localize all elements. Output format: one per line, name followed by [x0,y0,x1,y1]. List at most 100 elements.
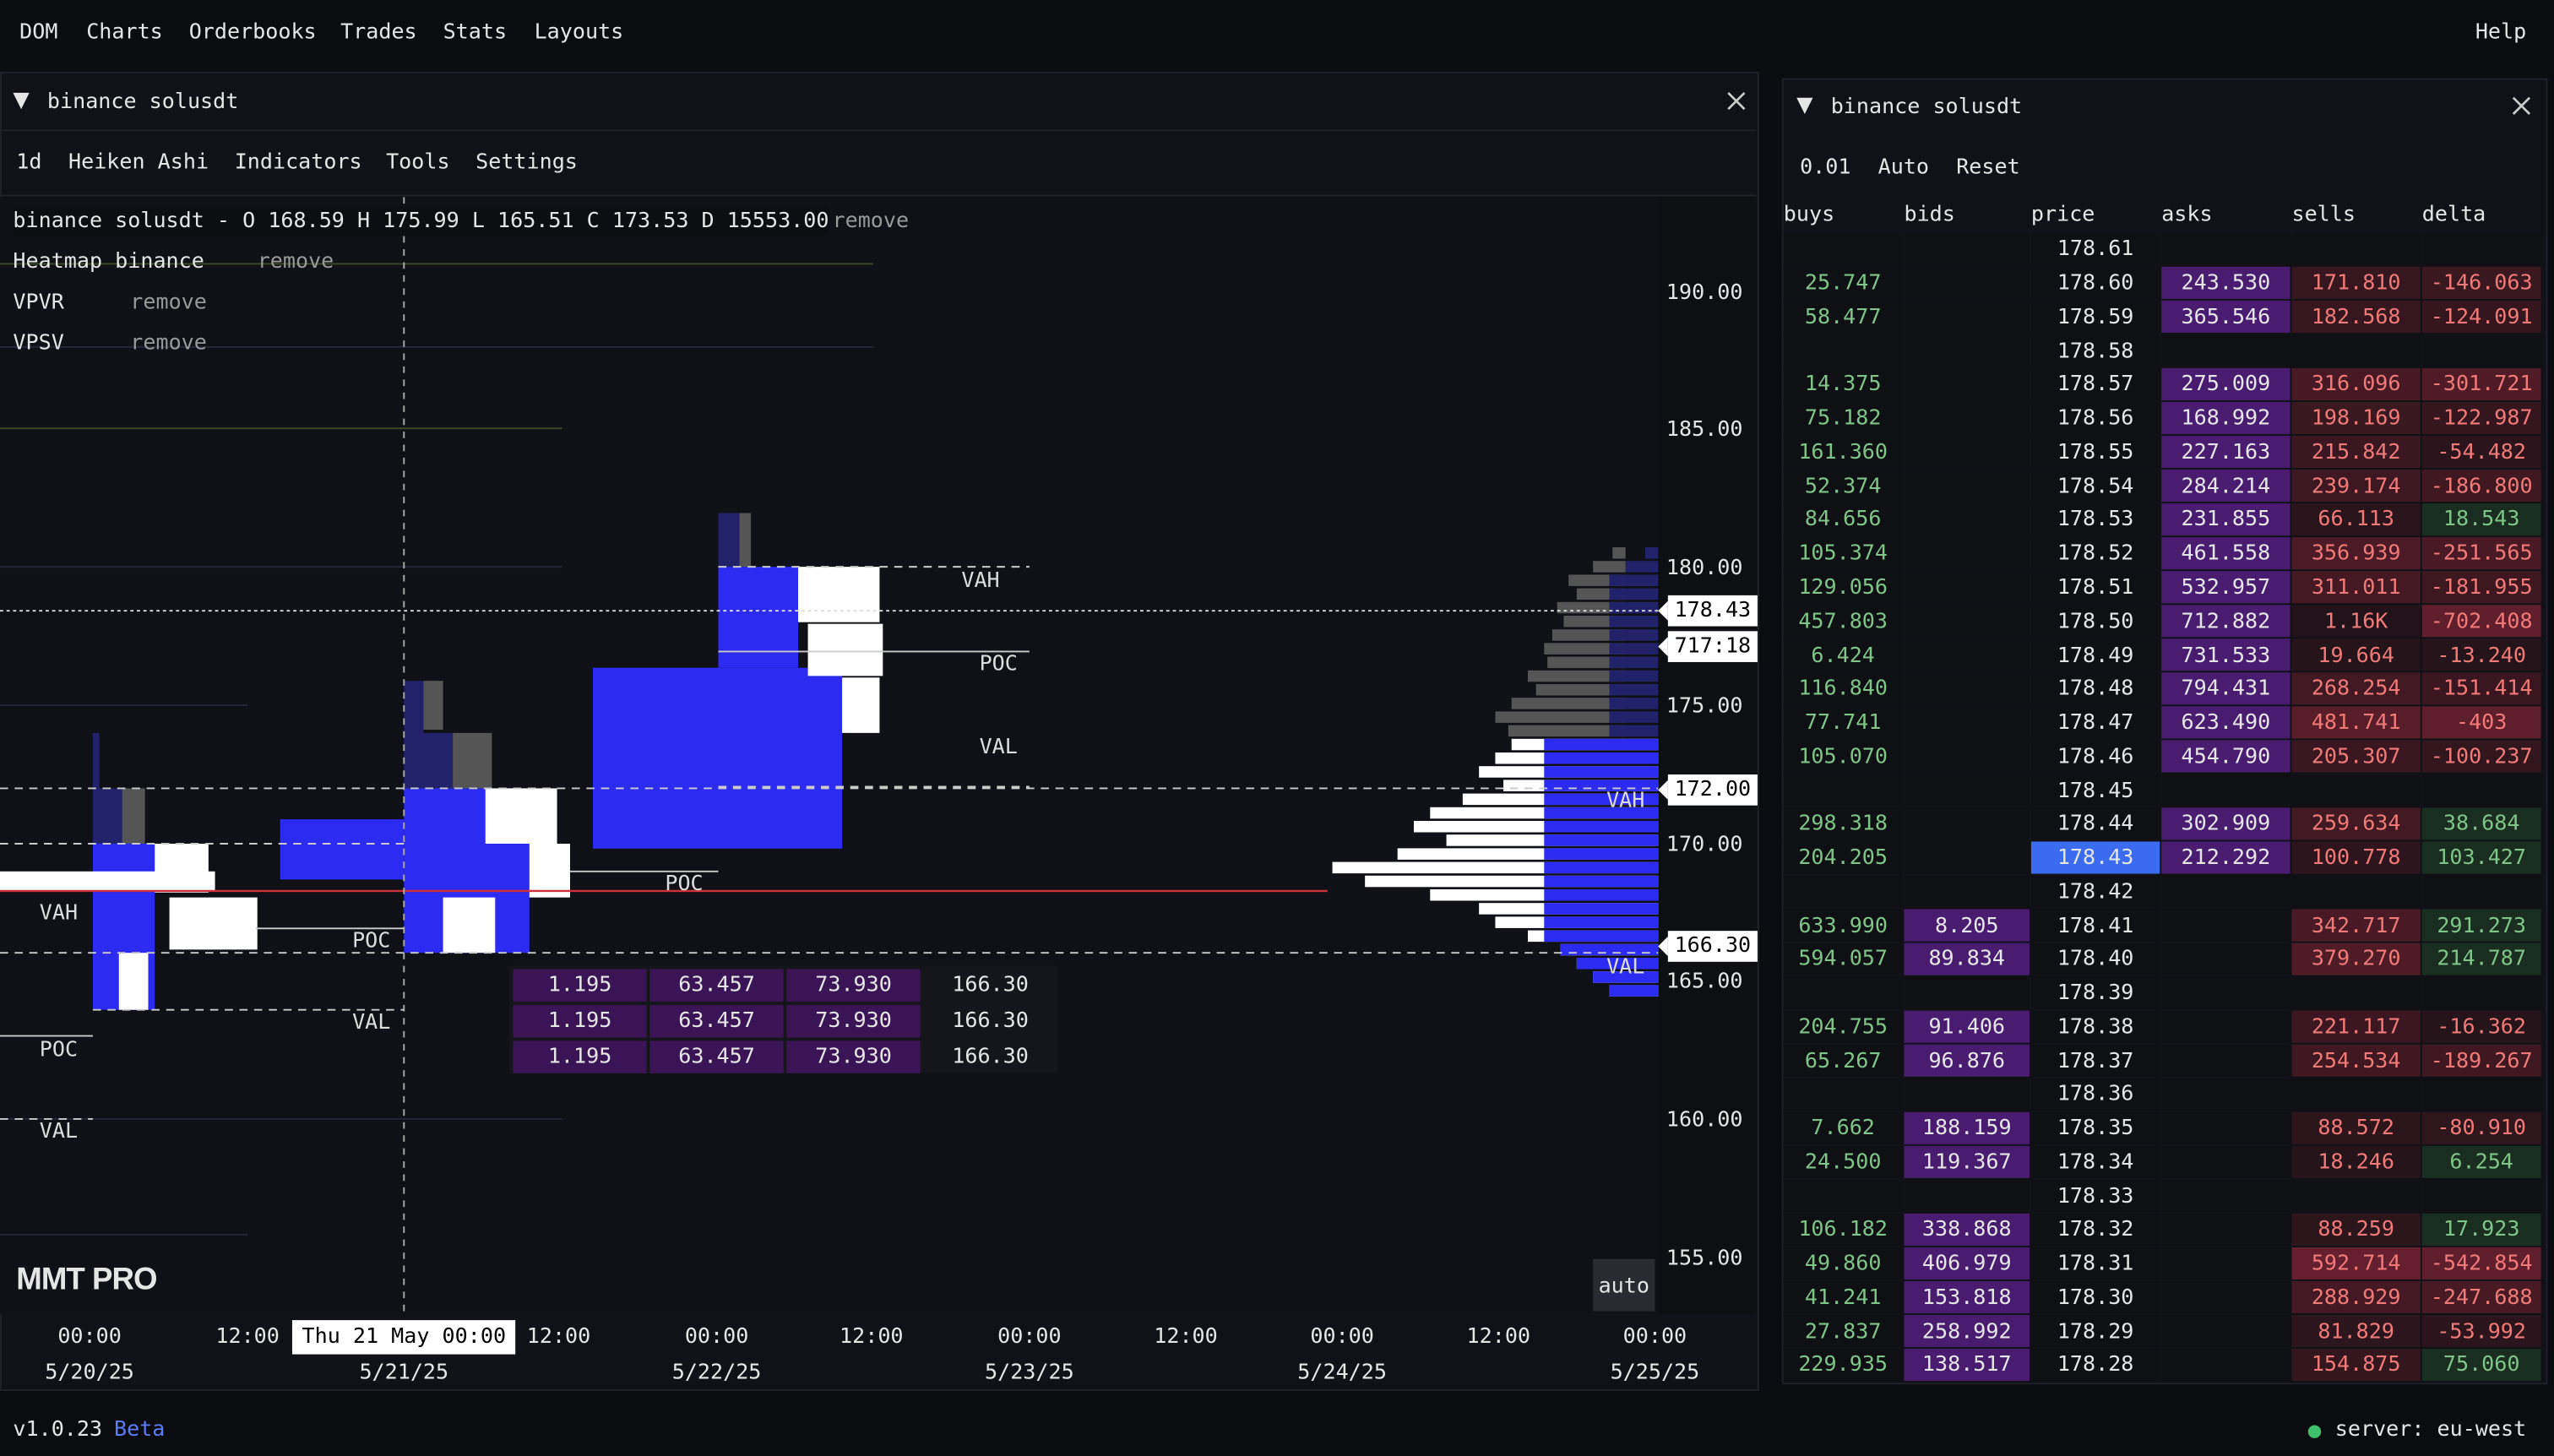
dom-control[interactable]: Reset [1956,155,2020,181]
dom-cell [2030,571,2160,604]
profile-label: POC [352,929,391,954]
tooltip-cell [786,1004,921,1038]
dom-cell [2030,232,2160,265]
dom-value: 178.41 [2057,914,2134,939]
menu-item[interactable]: Layouts [534,20,624,46]
profile-bar [592,667,843,849]
menu-item[interactable]: DOM [19,20,58,46]
vpvr-bar [1609,615,1659,627]
dom-cell [2421,740,2541,773]
dom-cell [1783,638,1903,671]
dom-value: 119.367 [1921,1150,2012,1176]
remove-button[interactable]: remove [257,250,334,274]
date-tick-label: 5/21/25 [359,1361,449,1386]
size-bar [1904,1111,2030,1144]
dom-cell [1783,943,1903,975]
column-header: price [2030,203,2095,228]
price-tag-arrow [1658,637,1668,657]
dom-cell [2291,875,2421,908]
menu-item[interactable]: Charts [86,20,163,46]
tooltip-cell [649,1040,784,1073]
size-bar [2161,571,2290,604]
toolbar-button[interactable]: Tools [386,150,450,176]
dom-cell [2161,1213,2290,1246]
dom-value: -54.482 [2437,440,2527,465]
dom-value: 105.070 [1798,744,1888,769]
dom-value: 532.957 [2181,575,2271,600]
dom-value: -542.854 [2430,1252,2533,1277]
dom-value: 365.546 [2181,305,2271,330]
size-bar [2291,1314,2421,1348]
dom-value: 106.182 [1798,1218,1888,1243]
dom-value: 178.58 [2057,339,2134,364]
status-dot [2307,1425,2322,1438]
dom-cell [1904,266,2030,299]
price-tick-label: 175.00 [1666,694,1743,720]
dom-cell [2161,909,2290,942]
dom-cell [2291,605,2421,638]
dom-cell [2030,1145,2160,1178]
dom-cell [2161,1078,2290,1111]
dom-cell [2421,1111,2541,1144]
dom-value: 178.42 [2057,880,2134,905]
dom-cell [2291,401,2421,435]
dom-cell [2421,1044,2541,1077]
vpvr-bar [1544,875,1659,888]
dom-cell [1904,875,2030,908]
tooltip-cell [513,1040,647,1073]
toolbar-button[interactable]: Heiken Ashi [68,150,209,176]
dom-value: 239.174 [2311,474,2401,499]
profile-bar [453,732,492,789]
help-button[interactable]: Help [2475,20,2527,46]
remove-button[interactable]: remove [130,331,207,356]
dom-cell [2030,334,2160,367]
dom-cell [2030,1247,2160,1280]
dom-value: 178.36 [2057,1083,2134,1108]
version: v1.0.23 [13,1417,103,1442]
toolbar-button[interactable]: Settings [475,150,578,176]
vpvr-bar [1544,848,1659,860]
date-tick-label: 5/24/25 [1297,1361,1387,1386]
dom-cell [2161,1145,2290,1178]
toolbar-button[interactable]: Indicators [234,150,362,176]
profile-bar [404,732,454,789]
time-tick-label: 12:00 [215,1324,280,1350]
remove-button[interactable]: remove [130,291,207,316]
size-bar [2291,367,2421,401]
toolbar-button[interactable]: 1d [16,150,42,176]
size-bar [2421,300,2541,333]
dom-value: 58.477 [1804,305,1882,330]
dom-value: 178.61 [2057,237,2134,263]
dom-cell [2161,232,2290,265]
dom-control[interactable]: Auto [1877,155,1930,181]
dom-value: 52.374 [1804,474,1882,499]
size-bar [2421,1314,2541,1348]
size-bar [2421,841,2541,874]
time-tick-label: 12:00 [1466,1324,1531,1350]
dom-cell [2161,1247,2290,1280]
vpvr-bar [1593,971,1659,983]
vpvr-bar [1609,711,1659,723]
dom-cell [2030,436,2160,469]
dom-value: 178.38 [2057,1015,2134,1040]
dom-cell [1783,605,1903,638]
remove-button[interactable]: remove [832,209,910,234]
dom-cell [2291,1145,2421,1178]
dom-value: 205.307 [2311,744,2401,769]
dom-value: 178.46 [2057,744,2134,769]
menu-item[interactable]: Orderbooks [188,20,317,46]
dom-value: 6.424 [1811,643,1875,668]
dom-cell [1904,672,2030,705]
menu-item[interactable]: Trades [340,20,417,46]
auto-button-label[interactable]: auto [1598,1274,1649,1300]
dom-control[interactable]: 0.01 [1800,155,1851,181]
menu-item[interactable]: Stats [443,20,508,46]
vpvr-bar [1544,766,1659,778]
dom-cell [2030,1010,2160,1043]
size-bar [1904,1349,2030,1382]
dom-cell [2291,1280,2421,1314]
dom-cell [2030,1078,2160,1111]
dom-value: -702.408 [2430,609,2533,634]
